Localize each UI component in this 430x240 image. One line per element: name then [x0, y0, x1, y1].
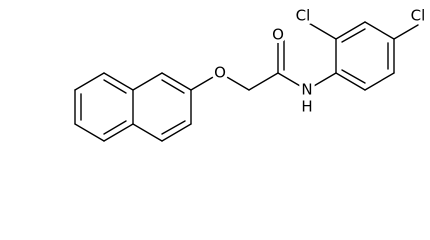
bond	[364, 72, 395, 91]
atom-label: Cl	[411, 7, 426, 25]
bond	[306, 72, 337, 91]
bond	[74, 72, 105, 91]
atom-label: Cl	[296, 7, 311, 25]
bond	[103, 79, 127, 94]
atom-label: O	[214, 64, 226, 82]
bond	[306, 21, 337, 40]
bond	[103, 72, 134, 91]
atom-label: H	[301, 98, 312, 116]
bond	[132, 72, 163, 91]
bond	[248, 72, 279, 91]
bond	[74, 123, 105, 142]
bond	[335, 72, 366, 91]
bond	[161, 72, 192, 91]
bond	[219, 72, 250, 91]
bond	[335, 21, 366, 40]
atom-labels: O O N H Cl Cl	[211, 3, 429, 119]
structure-diagram: O O N H Cl Cl	[74, 3, 429, 142]
bond	[277, 72, 308, 91]
atom-label: N	[301, 81, 312, 99]
bond	[341, 69, 366, 84]
bond	[132, 123, 163, 142]
bond	[103, 120, 127, 135]
bonds	[74, 21, 419, 142]
bond	[364, 21, 395, 40]
bond	[161, 120, 186, 135]
bond	[103, 123, 134, 142]
bond	[393, 24, 419, 40]
bond	[161, 79, 185, 94]
atom-label: O	[272, 26, 284, 44]
bond	[341, 28, 366, 43]
bond	[161, 123, 192, 142]
bond	[190, 72, 221, 91]
